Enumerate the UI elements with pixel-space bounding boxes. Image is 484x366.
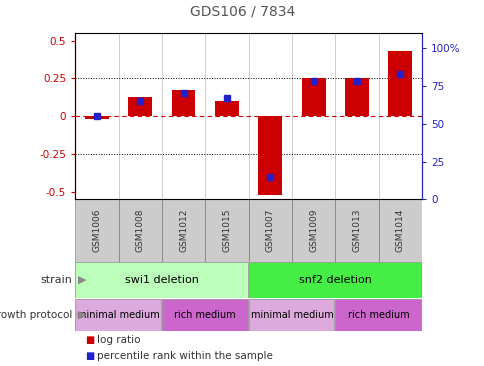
Bar	[118, 199, 162, 262]
Text: strain: strain	[41, 275, 73, 285]
Bar	[75, 262, 247, 298]
Bar	[75, 299, 161, 330]
Text: GSM1009: GSM1009	[308, 209, 318, 252]
Text: ■: ■	[85, 351, 94, 361]
Text: rich medium: rich medium	[347, 310, 408, 320]
Bar	[171, 90, 195, 116]
Text: growth protocol: growth protocol	[0, 310, 73, 320]
Bar	[378, 199, 421, 262]
Text: GSM1015: GSM1015	[222, 209, 231, 252]
Bar	[162, 199, 205, 262]
Bar	[75, 199, 118, 262]
Bar	[248, 262, 420, 298]
Bar	[301, 78, 325, 116]
Text: swi1 deletion: swi1 deletion	[125, 275, 198, 285]
Text: ▶: ▶	[77, 310, 86, 320]
Bar	[344, 78, 368, 116]
Bar	[248, 199, 291, 262]
Bar	[162, 299, 247, 330]
Text: minimal medium: minimal medium	[250, 310, 333, 320]
Text: minimal medium: minimal medium	[77, 310, 160, 320]
Text: ■: ■	[85, 336, 94, 346]
Bar	[334, 299, 420, 330]
Text: percentile rank within the sample: percentile rank within the sample	[97, 351, 272, 361]
Bar	[205, 199, 248, 262]
Text: snf2 deletion: snf2 deletion	[298, 275, 371, 285]
Bar	[258, 116, 282, 195]
Text: rich medium: rich medium	[174, 310, 236, 320]
Bar	[388, 51, 411, 116]
Bar	[291, 199, 334, 262]
Bar	[214, 101, 238, 116]
Bar	[85, 116, 108, 119]
Text: GSM1006: GSM1006	[92, 209, 101, 252]
Bar	[128, 97, 152, 116]
Text: GSM1014: GSM1014	[395, 209, 404, 252]
Text: GSM1007: GSM1007	[265, 209, 274, 252]
Bar	[248, 299, 333, 330]
Text: log ratio: log ratio	[97, 336, 140, 346]
Text: GDS106 / 7834: GDS106 / 7834	[189, 4, 295, 18]
Text: GSM1008: GSM1008	[136, 209, 144, 252]
Text: GSM1013: GSM1013	[352, 209, 361, 252]
Text: GSM1012: GSM1012	[179, 209, 188, 252]
Text: ▶: ▶	[77, 275, 86, 285]
Bar	[334, 199, 378, 262]
